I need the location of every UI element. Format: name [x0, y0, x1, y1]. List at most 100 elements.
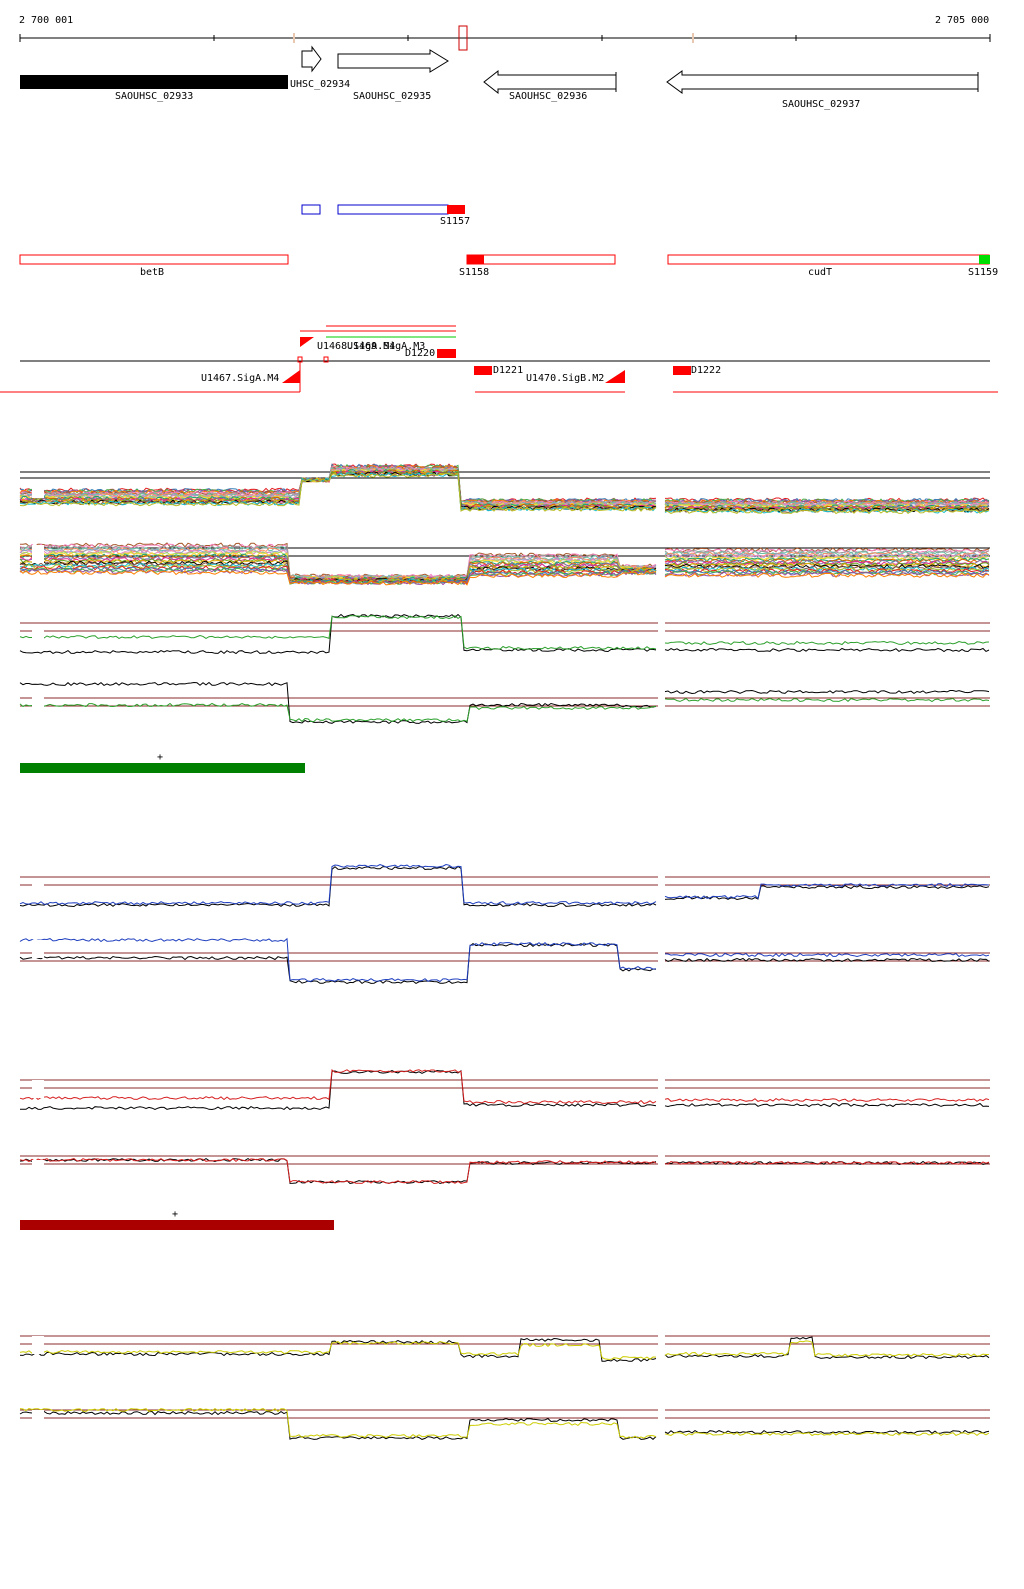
signal-line [19, 570, 657, 586]
track-gap [32, 690, 44, 708]
terminator-marker[interactable] [437, 349, 456, 358]
segment-track-bottom: betB S1158 cudT S1159 [19, 254, 998, 278]
signal-line [19, 1158, 657, 1185]
segment-track-top: S1157 [301, 204, 470, 227]
gene-label: SAOUHSC_02936 [509, 91, 587, 102]
signal-line [19, 561, 657, 584]
feature-track: U1468.SigA.M4 U1469.SigA.M3 D1220 U1467.… [0, 325, 998, 393]
signal-line [664, 1432, 990, 1437]
signal-line [664, 1336, 990, 1360]
promoter-marker[interactable] [300, 337, 314, 347]
gene-arrow[interactable] [666, 70, 979, 94]
condition-bar[interactable] [20, 763, 305, 773]
signal-line [19, 865, 657, 908]
feature-label: U1470.SigB.M2 [526, 373, 604, 384]
ruler-end-label: 2 705 000 [935, 15, 989, 26]
signal-line [19, 1340, 657, 1360]
signal-line [664, 560, 990, 566]
signal-line [19, 937, 657, 983]
gene-arrow[interactable] [483, 69, 617, 95]
signal-line [664, 567, 990, 573]
gene-arrow[interactable] [301, 45, 322, 73]
signal-line [19, 615, 657, 650]
terminator-marker[interactable] [673, 366, 691, 375]
signal-line [664, 952, 990, 958]
condition-bar-green: + [20, 752, 305, 773]
feature-label: D1222 [691, 365, 721, 376]
signal-line [664, 568, 990, 574]
segment-box[interactable] [19, 254, 289, 265]
ruler-start-label: 2 700 001 [19, 15, 73, 26]
signal-line [19, 1337, 657, 1363]
condition-bar-label: + [172, 1209, 178, 1220]
signal-line [664, 1160, 990, 1166]
gene-arrow[interactable] [20, 75, 288, 89]
track-gap [32, 1080, 44, 1098]
promoter-marker[interactable] [605, 370, 625, 383]
segment-label: betB [140, 267, 164, 278]
signal-line [664, 556, 990, 562]
segment-box[interactable] [301, 204, 321, 215]
condition-bar[interactable] [20, 1220, 334, 1230]
segment-label: S1159 [968, 267, 998, 278]
feature-label: U1467.SigA.M4 [201, 373, 279, 384]
track-gap [32, 880, 44, 898]
segment-label: S1157 [440, 216, 470, 227]
segment-box[interactable] [337, 204, 449, 215]
track-gap [32, 1160, 44, 1178]
condition-bar-label: + [157, 752, 163, 763]
segment-end-marker [447, 205, 465, 214]
signal-line [19, 942, 657, 985]
gene-label: SAOUHSC_02933 [115, 91, 193, 102]
signal-line [19, 681, 657, 725]
signal-line [664, 569, 990, 575]
track-gap [32, 1336, 44, 1354]
signal-line [19, 702, 656, 723]
signal-line [664, 508, 990, 515]
segment-start-marker [467, 255, 484, 264]
segment-label: S1158 [459, 267, 489, 278]
track-gap [32, 480, 44, 498]
signal-line [664, 1098, 990, 1102]
signal-line [19, 566, 657, 585]
signal-line [664, 1340, 989, 1357]
signal-line [664, 562, 990, 568]
segment-box[interactable] [667, 254, 990, 265]
signal-line [664, 882, 990, 900]
signal-line [19, 1069, 657, 1105]
track-gap [32, 630, 44, 648]
coordinate-ruler: 2 700 001 2 705 000 [19, 15, 991, 51]
feature-label: U1468.SigA.M4 [317, 341, 395, 352]
expression-tracks [19, 463, 990, 1440]
feature-label: U1469.SigA.M3 [347, 341, 425, 352]
view-window-marker[interactable] [458, 25, 468, 51]
gene-label: SAOUHSC_02937 [782, 99, 860, 110]
track-gap [32, 940, 44, 958]
feature-label: D1220 [405, 348, 435, 359]
signal-line [19, 1410, 657, 1440]
signal-line [664, 1429, 990, 1435]
gene-label: SAOUHSC_02935 [353, 91, 431, 102]
signal-line [664, 508, 990, 514]
signal-line [19, 1158, 657, 1185]
signal-line [664, 557, 990, 563]
signal-line [19, 863, 657, 906]
promoter-marker[interactable] [282, 370, 300, 383]
segment-box[interactable] [466, 254, 616, 265]
signal-line [19, 1407, 657, 1439]
segment-end-marker [979, 255, 990, 264]
signal-line [664, 689, 990, 695]
terminator-marker[interactable] [474, 366, 492, 375]
signal-line [664, 885, 990, 901]
signal-line [664, 555, 990, 561]
signal-line [20, 1069, 657, 1111]
track-gap [32, 545, 44, 563]
signal-line [19, 543, 657, 579]
signal-line [664, 957, 990, 963]
gene-arrow[interactable] [337, 49, 449, 73]
signal-line [664, 697, 990, 703]
signal-line [664, 1102, 990, 1108]
gene-label: UHSC_02934 [290, 79, 350, 90]
signal-line [664, 572, 990, 578]
